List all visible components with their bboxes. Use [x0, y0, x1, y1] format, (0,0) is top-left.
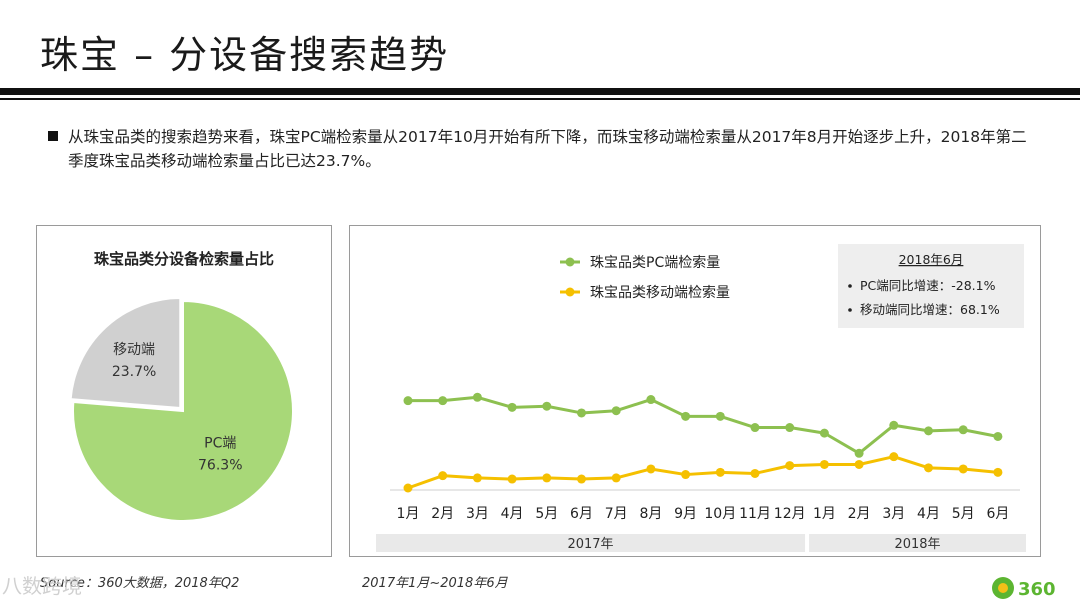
annotation-bullet-icon — [848, 284, 852, 288]
x-tick-label: 8月 — [639, 506, 662, 522]
source-note: Source：360大数据，2018年Q2 — [40, 576, 240, 591]
x-tick-label: 1月 — [813, 506, 836, 522]
x-tick-label: 3月 — [882, 506, 905, 522]
data-point-pc — [889, 420, 899, 430]
data-point-mobile — [889, 452, 899, 462]
data-point-pc — [542, 401, 552, 411]
data-point-pc — [507, 402, 517, 412]
data-point-mobile — [785, 461, 795, 471]
x-tick-label: 6月 — [986, 506, 1009, 522]
x-tick-label: 4月 — [501, 506, 524, 522]
data-point-mobile — [438, 471, 448, 481]
data-point-mobile — [958, 464, 968, 474]
data-point-pc — [438, 396, 448, 406]
pie-chart-panel: 珠宝品类分设备检索量占比 移动端 23.7% PC端 76.3% — [36, 225, 332, 557]
data-point-mobile — [819, 459, 829, 469]
data-point-pc — [646, 395, 656, 405]
annotation-bullet-icon — [848, 308, 852, 312]
annotation-line: PC端同比增速：-28.1% — [860, 278, 996, 293]
summary-text: 从珠宝品类的搜索趋势来看，珠宝PC端检索量从2017年10月开始有所下降，而珠宝… — [68, 128, 1027, 170]
data-point-mobile — [854, 459, 864, 469]
data-point-pc — [924, 426, 933, 436]
x-tick-label: 5月 — [535, 506, 558, 522]
year-band — [809, 534, 1026, 552]
watermark: 八数跨境 — [2, 574, 82, 598]
x-tick-label: 3月 — [466, 506, 489, 522]
x-tick-label: 11月 — [739, 506, 771, 522]
bullet-square-icon — [48, 131, 58, 141]
pie-slice-pc — [72, 299, 294, 522]
data-point-mobile — [472, 473, 482, 483]
date-range-note: 2017年1月~2018年6月 — [362, 576, 508, 591]
data-point-mobile — [403, 483, 413, 493]
data-point-mobile — [646, 464, 656, 474]
data-point-mobile — [924, 463, 933, 473]
logo-text: 360 — [1018, 579, 1056, 600]
x-tick-label: 2月 — [431, 506, 454, 522]
title-divider-thin — [0, 98, 1080, 100]
legend-marker-mobile — [565, 287, 575, 297]
pie-label-mobile: 移动端 — [113, 342, 155, 358]
pie-slice-mobile — [69, 297, 182, 410]
data-point-mobile — [611, 473, 621, 483]
pie-value-mobile: 23.7% — [112, 364, 156, 380]
x-tick-label: 7月 — [605, 506, 628, 522]
data-point-mobile — [715, 467, 725, 477]
data-point-mobile — [577, 474, 586, 484]
x-tick-label: 1月 — [397, 506, 420, 522]
data-point-pc — [750, 423, 760, 433]
data-point-pc — [403, 396, 413, 406]
x-tick-label: 12月 — [774, 506, 806, 522]
data-point-pc — [993, 431, 1003, 441]
data-point-mobile — [993, 467, 1003, 477]
pie-chart-title: 珠宝品类分设备检索量占比 — [93, 250, 274, 268]
data-point-pc — [577, 408, 586, 418]
line-chart: 1月 2月 3月 4月 5月 6月 7月 8月 9月 10月 11月 12月 1月 2月 3月 4月 5月 6月 2… — [376, 244, 1026, 552]
data-point-mobile — [507, 474, 517, 484]
x-tick-label: 10月 — [704, 506, 736, 522]
year-band-label: 2018年 — [894, 537, 940, 552]
pie-label-pc: PC端 — [204, 435, 236, 451]
data-point-pc — [785, 423, 795, 433]
data-point-mobile — [681, 470, 691, 480]
annotation-line: 移动端同比增速：68.1% — [860, 302, 1000, 317]
summary-bullet: 从珠宝品类的搜索趋势来看，珠宝PC端检索量从2017年10月开始有所下降，而珠宝… — [48, 125, 1038, 173]
x-tick-label: 5月 — [952, 506, 975, 522]
x-tick-label: 4月 — [917, 506, 940, 522]
brand-logo: 360 — [992, 577, 1056, 600]
page-title: 珠宝 – 分设备搜索趋势 — [40, 33, 450, 77]
annotation-title: 2018年6月 — [899, 252, 964, 267]
data-point-mobile — [750, 468, 760, 478]
legend-marker-pc — [565, 257, 575, 267]
data-point-pc — [611, 406, 621, 416]
data-point-pc — [472, 392, 482, 402]
x-tick-label: 9月 — [674, 506, 697, 522]
legend-label-pc: 珠宝品类PC端检索量 — [590, 254, 720, 271]
series-line-pc — [408, 395, 999, 455]
annotation-box — [838, 244, 1024, 328]
pie-chart: 移动端 23.7% PC端 76.3% — [69, 297, 294, 522]
title-divider-thick — [0, 88, 1080, 95]
x-tick-label: 6月 — [570, 506, 593, 522]
pie-value-pc: 76.3% — [198, 457, 242, 473]
x-tick-label: 2月 — [848, 506, 871, 522]
year-band-label: 2017年 — [567, 537, 613, 552]
legend-label-mobile: 珠宝品类移动端检索量 — [590, 284, 730, 301]
year-band — [376, 534, 806, 552]
series-line-mobile — [407, 455, 999, 490]
data-point-mobile — [542, 473, 552, 483]
data-point-pc — [958, 425, 968, 435]
data-point-pc — [715, 411, 725, 421]
data-point-pc — [854, 448, 864, 458]
logo-dot-icon — [998, 583, 1008, 593]
line-chart-panel: 1月 2月 3月 4月 5月 6月 7月 8月 9月 10月 11月 12月 1月 2月 3月 4月 5月 6月 2… — [349, 225, 1041, 557]
data-point-pc — [681, 411, 691, 421]
data-point-pc — [819, 428, 829, 438]
